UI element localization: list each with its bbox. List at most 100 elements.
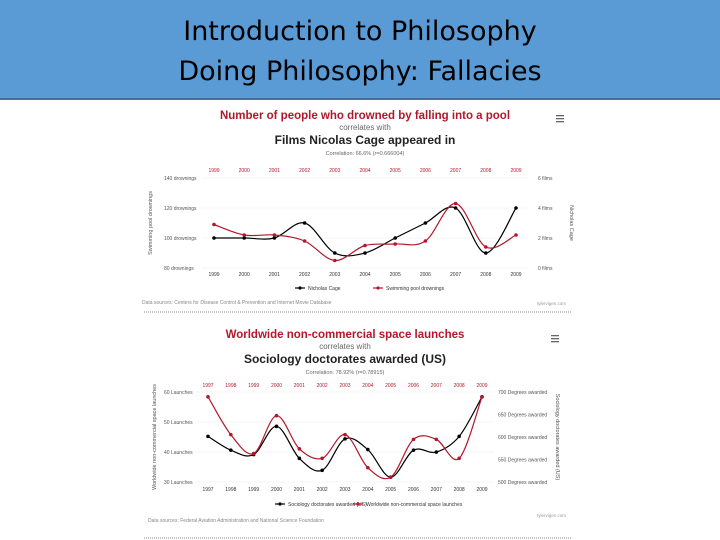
x-tick-label-top: 2001	[294, 383, 305, 389]
data-point	[343, 432, 347, 437]
legend-entry: Swimming pool drownings	[386, 286, 445, 292]
chart-correlation: Correlation: 66.6% (r=0.666004)	[326, 151, 405, 157]
chart-subtitle: Sociology doctorates awarded (US)	[244, 352, 446, 366]
legend-marker	[298, 286, 302, 290]
chart-title: Number of people who drowned by falling …	[220, 110, 510, 122]
data-point	[229, 448, 233, 452]
right-tick-label: 550 Degrees awarded	[498, 458, 547, 464]
data-point	[242, 233, 246, 237]
data-point	[434, 450, 439, 454]
x-tick-label-top: 2003	[329, 168, 340, 174]
data-point	[393, 236, 397, 240]
data-point	[333, 251, 337, 255]
data-point	[411, 437, 416, 442]
data-point	[423, 221, 428, 225]
data-point	[251, 451, 256, 456]
x-tick-label-top: 2006	[408, 383, 419, 389]
x-tick-label: 2004	[359, 272, 370, 278]
legend-entry: Sociology doctorates awarded (US)	[288, 502, 367, 508]
data-point	[423, 239, 428, 243]
data-point	[411, 448, 416, 452]
x-tick-label-top: 2003	[339, 383, 350, 389]
x-tick-label: 2006	[408, 487, 419, 493]
data-point	[274, 424, 279, 429]
chart-2: Worldwide non-commercial space launchesc…	[144, 329, 572, 539]
right-tick-label: 0 films	[538, 266, 553, 272]
right-tick-label: 700 Degrees awarded	[498, 390, 547, 396]
x-tick-label: 2005	[385, 487, 396, 493]
chart-source: Data sources: Centers for Disease Contro…	[142, 300, 332, 306]
x-tick-label: 2000	[239, 272, 250, 278]
data-point	[297, 447, 302, 451]
data-point	[302, 221, 307, 225]
right-tick-label: 2 films	[538, 236, 553, 242]
x-tick-label-top: 2007	[431, 383, 442, 389]
x-tick-label: 1999	[208, 272, 219, 278]
right-tick-label: 600 Degrees awarded	[498, 435, 547, 441]
chart-watermark: tylervigen.com	[537, 513, 566, 518]
x-tick-label-top: 2005	[390, 168, 401, 174]
x-tick-label-top: 1999	[248, 383, 259, 389]
data-point	[272, 233, 277, 237]
spurious-correlation-charts: Number of people who drowned by falling …	[142, 110, 574, 539]
data-point	[453, 201, 458, 206]
data-point	[480, 395, 484, 399]
right-axis-label: Nicholas Cage	[568, 205, 574, 241]
data-point	[514, 233, 518, 237]
left-axis-label: Worldwide non-commercial space launches	[152, 384, 158, 490]
x-tick-label-top: 1999	[208, 168, 219, 174]
x-tick-label: 2002	[317, 487, 328, 493]
data-point	[274, 413, 279, 418]
legend-marker	[356, 502, 360, 506]
x-tick-label-top: 2006	[420, 168, 431, 174]
chart-correlates-text: correlates with	[339, 123, 391, 132]
data-point	[302, 239, 307, 243]
x-tick-label: 2005	[390, 272, 401, 278]
left-tick-label: 40 Launches	[164, 450, 193, 456]
x-tick-label: 2007	[431, 487, 442, 493]
chart-title: Worldwide non-commercial space launches	[226, 329, 465, 341]
data-point	[453, 206, 458, 210]
x-tick-label-top: 1997	[202, 383, 213, 389]
x-tick-label-top: 1998	[225, 383, 236, 389]
data-point	[242, 236, 246, 240]
data-point	[320, 456, 324, 461]
x-tick-label-top: 2007	[450, 168, 461, 174]
data-point	[212, 222, 216, 227]
left-axis-label: Swimming pool drownings	[148, 191, 154, 255]
x-tick-label: 2001	[294, 487, 305, 493]
right-tick-label: 650 Degrees awarded	[498, 413, 547, 419]
data-point	[206, 434, 210, 439]
slide-subtitle: Doing Philosophy: Fallacies	[178, 56, 542, 87]
hamburger-menu-icon	[556, 115, 564, 123]
x-tick-label-top: 2000	[239, 168, 250, 174]
x-tick-label-top: 2004	[362, 383, 373, 389]
chart-source: Data sources: Federal Aviation Administr…	[148, 518, 324, 524]
x-tick-label: 2009	[510, 272, 521, 278]
data-point	[272, 236, 277, 240]
x-tick-label: 1997	[202, 487, 213, 493]
data-point	[366, 447, 370, 452]
left-tick-label: 30 Launches	[164, 480, 193, 486]
left-tick-label: 120 drownings	[164, 206, 197, 212]
data-point	[434, 437, 439, 442]
left-tick-label: 60 Launches	[164, 390, 193, 396]
right-tick-label: 6 films	[538, 176, 553, 182]
x-tick-label-top: 2008	[454, 383, 465, 389]
data-point	[363, 251, 367, 255]
chart-subtitle: Films Nicolas Cage appeared in	[275, 133, 456, 147]
x-tick-label: 2009	[476, 487, 487, 493]
x-tick-label-top: 2001	[269, 168, 280, 174]
left-tick-label: 80 drownings	[164, 266, 194, 272]
data-point	[229, 432, 233, 437]
x-tick-label-top: 2000	[271, 383, 282, 389]
x-tick-label-top: 2005	[385, 383, 396, 389]
data-point	[388, 475, 393, 479]
left-tick-label: 140 drownings	[164, 176, 197, 182]
x-tick-label: 2008	[480, 272, 491, 278]
chart-correlation: Correlation: 78.92% (r=0.78915)	[306, 370, 385, 376]
left-tick-label: 100 drownings	[164, 236, 197, 242]
data-point	[297, 456, 302, 461]
data-point	[484, 251, 488, 255]
chart-correlates-text: correlates with	[319, 342, 371, 351]
